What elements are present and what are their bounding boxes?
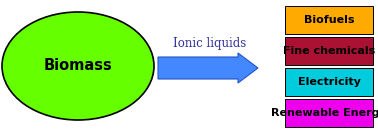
FancyBboxPatch shape bbox=[285, 68, 373, 96]
Text: Ionic liquids: Ionic liquids bbox=[174, 36, 246, 49]
Text: Renewable Energy: Renewable Energy bbox=[271, 108, 378, 118]
Text: Biomass: Biomass bbox=[43, 59, 112, 74]
FancyBboxPatch shape bbox=[285, 6, 373, 34]
Text: Electricity: Electricity bbox=[297, 77, 361, 87]
FancyArrow shape bbox=[158, 53, 258, 83]
Text: Biofuels: Biofuels bbox=[304, 15, 354, 25]
Text: Fine chemicals: Fine chemicals bbox=[283, 46, 375, 56]
Ellipse shape bbox=[2, 12, 154, 120]
FancyBboxPatch shape bbox=[285, 37, 373, 65]
FancyBboxPatch shape bbox=[285, 99, 373, 127]
